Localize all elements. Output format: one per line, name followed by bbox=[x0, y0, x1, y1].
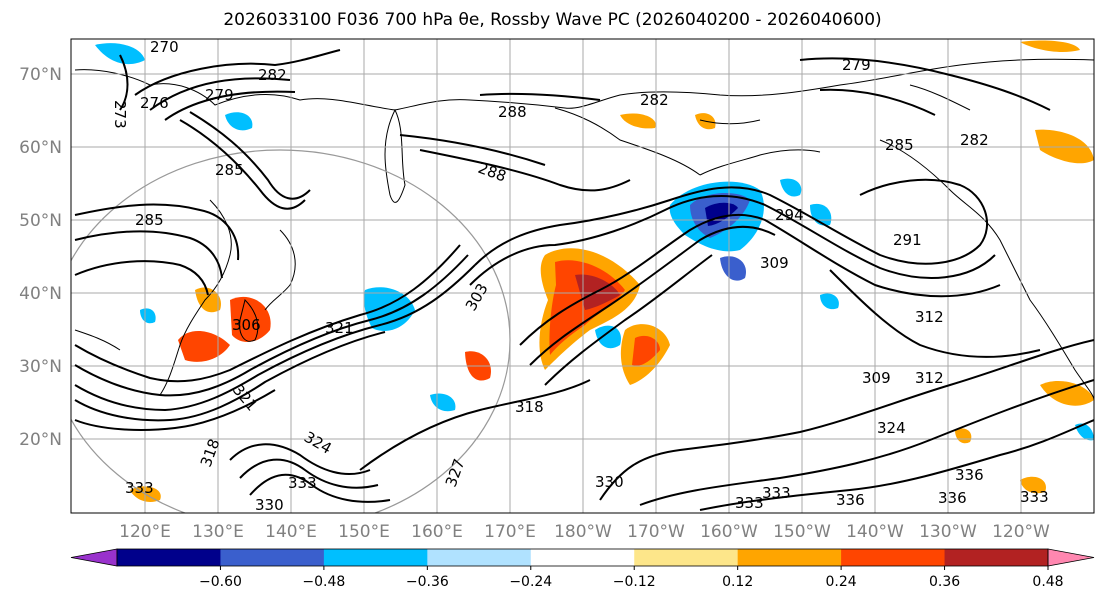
colorbar-segment bbox=[944, 549, 1049, 566]
contour-label: 282 bbox=[640, 91, 669, 109]
map-plot-area bbox=[70, 38, 1095, 514]
contour-label: 312 bbox=[915, 369, 944, 387]
colorbar-segment bbox=[220, 549, 325, 566]
longitude-label: 140°E bbox=[265, 522, 317, 542]
contour-label: 285 bbox=[215, 161, 244, 179]
contour-label: 279 bbox=[842, 56, 871, 74]
coastlines bbox=[74, 58, 1094, 401]
colorbar-tick-label: 0.24 bbox=[826, 574, 857, 590]
contour-label: 291 bbox=[893, 231, 922, 249]
contour-label: 333 bbox=[1020, 488, 1049, 506]
latitude-axis-labels: 70°N 60°N 50°N 40°N 30°N 20°N bbox=[19, 65, 62, 450]
contour-label: 336 bbox=[955, 466, 984, 484]
colorbar: −0.60 −0.48 −0.36 −0.24 −0.12 0.12 0.24 0.36 0.4… bbox=[70, 548, 1095, 590]
colorbar-segment bbox=[117, 549, 221, 566]
contour-label: 294 bbox=[775, 206, 804, 224]
contour-label: 336 bbox=[836, 491, 865, 509]
colorbar-segment bbox=[634, 549, 739, 566]
contour-label: 288 bbox=[498, 103, 527, 121]
map-title: 2026033100 F036 700 hPa θe, Rossby Wave … bbox=[223, 10, 882, 30]
longitude-axis-labels: 120°E 130°E 140°E 150°E 160°E 170°E 180°… bbox=[119, 522, 1050, 542]
colorbar-tick-label: −0.48 bbox=[302, 574, 345, 590]
contour-label: 309 bbox=[760, 254, 789, 272]
contour-label: 333 bbox=[762, 484, 791, 502]
longitude-label: 160°W bbox=[700, 522, 758, 542]
contour-label: 336 bbox=[938, 489, 967, 507]
latitude-label: 30°N bbox=[19, 357, 62, 377]
colorbar-tick-label: 0.36 bbox=[929, 574, 960, 590]
contour-label: 309 bbox=[862, 369, 891, 387]
contour-label: 276 bbox=[140, 94, 169, 112]
longitude-label: 150°E bbox=[338, 522, 390, 542]
latitude-label: 60°N bbox=[19, 138, 62, 158]
contour-label: 285 bbox=[885, 136, 914, 154]
colorbar-extend-low bbox=[70, 548, 118, 567]
longitude-label: 180°W bbox=[554, 522, 612, 542]
longitude-label: 150°W bbox=[773, 522, 831, 542]
contour-labels: 270 273 276 279 282 285 288 288 282 279 … bbox=[111, 38, 1049, 514]
contour-label: 306 bbox=[232, 316, 261, 334]
longitude-label: 160°E bbox=[411, 522, 463, 542]
contour-label: 333 bbox=[125, 479, 154, 497]
contour-label: 330 bbox=[255, 496, 284, 514]
latitude-label: 70°N bbox=[19, 65, 62, 85]
colorbar-tick-label: −0.60 bbox=[199, 574, 242, 590]
longitude-label: 120°E bbox=[119, 522, 171, 542]
colorbar-tick-label: 0.12 bbox=[722, 574, 753, 590]
contour-label: 312 bbox=[915, 308, 944, 326]
contour-label: 333 bbox=[288, 474, 317, 492]
contour-label: 324 bbox=[877, 419, 906, 437]
latitude-label: 20°N bbox=[19, 430, 62, 450]
contour-label: 330 bbox=[595, 473, 624, 491]
longitude-label: 120°W bbox=[992, 522, 1050, 542]
contour-label: 321 bbox=[325, 319, 354, 337]
colorbar-segment bbox=[323, 549, 428, 566]
longitude-label: 130°E bbox=[192, 522, 244, 542]
colorbar-tick-label: −0.36 bbox=[406, 574, 449, 590]
contour-label: 285 bbox=[135, 211, 164, 229]
contour-label: 333 bbox=[735, 494, 764, 512]
contour-label: 282 bbox=[960, 131, 989, 149]
colorbar-segment bbox=[841, 549, 946, 566]
longitude-label: 170°E bbox=[484, 522, 536, 542]
colorbar-extend-high bbox=[1047, 548, 1095, 567]
contour-label: 273 bbox=[111, 100, 129, 129]
range-ring bbox=[71, 149, 511, 513]
latitude-label: 40°N bbox=[19, 284, 62, 304]
colorbar-segment bbox=[427, 549, 532, 566]
colorbar-border bbox=[116, 548, 1049, 567]
colorbar-segment bbox=[530, 549, 635, 566]
graticule bbox=[71, 39, 1094, 513]
longitude-label: 130°W bbox=[919, 522, 977, 542]
colorbar-segment bbox=[737, 549, 842, 566]
contour-label: 270 bbox=[150, 38, 179, 56]
colorbar-tick-label: 0.48 bbox=[1032, 574, 1063, 590]
colorbar-tick-label: −0.12 bbox=[613, 574, 656, 590]
theta-e-contours bbox=[74, 49, 1094, 511]
latitude-label: 50°N bbox=[19, 211, 62, 231]
contour-label: 279 bbox=[205, 86, 234, 104]
contour-label: 318 bbox=[515, 398, 544, 416]
colorbar-tick-label: −0.24 bbox=[509, 574, 552, 590]
longitude-label: 170°W bbox=[627, 522, 685, 542]
contour-label: 282 bbox=[258, 66, 287, 84]
longitude-label: 140°W bbox=[846, 522, 904, 542]
